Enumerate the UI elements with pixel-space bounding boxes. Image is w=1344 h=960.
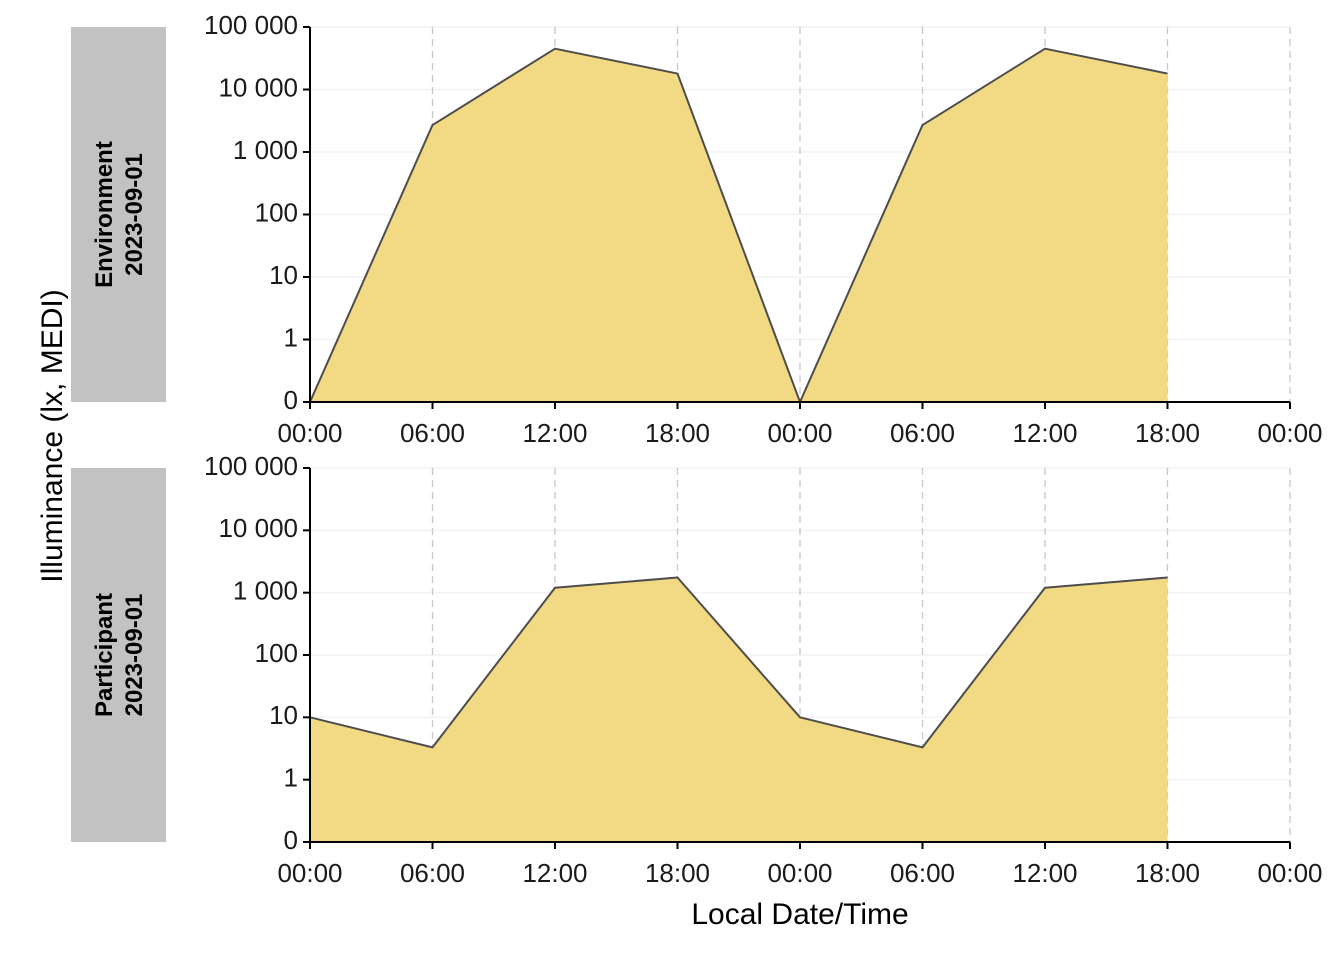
- x-tick-label: 06:00: [400, 418, 465, 448]
- y-tick-label: 0: [284, 385, 298, 415]
- y-tick-label: 10: [269, 700, 298, 730]
- y-tick-label: 1: [284, 763, 298, 793]
- strip-label-date: 2023-09-01: [121, 153, 148, 276]
- y-tick-label: 100: [255, 197, 298, 227]
- y-tick-label: 1 000: [233, 135, 298, 165]
- strip-label-group: Participant: [91, 593, 118, 717]
- x-tick-label: 12:00: [1012, 858, 1077, 888]
- series-line: [309, 576, 1168, 749]
- strip-background: [71, 27, 166, 402]
- y-tick-label: 1: [284, 322, 298, 352]
- x-tick-label: 00:00: [277, 418, 342, 448]
- y-tick-label: 0: [284, 825, 298, 855]
- strip-label-group: Environment: [91, 141, 118, 288]
- x-tick-label: 00:00: [1257, 418, 1322, 448]
- x-tick-label: 06:00: [400, 858, 465, 888]
- panel-2: Participant 2023-09-01 0 1 10 100 1 000 10 000 1…: [71, 451, 1323, 888]
- x-tick-label: 12:00: [522, 858, 587, 888]
- x-tick-label: 00:00: [767, 418, 832, 448]
- y-tick-label: 10 000: [218, 72, 298, 102]
- x-tick-label: 06:00: [890, 858, 955, 888]
- y-tick-label: 10: [269, 260, 298, 290]
- panel-1: Environment 2023-09-01 0 1 10 100 1 000 10 000 1…: [71, 10, 1323, 448]
- y-axis-title: Illuminance (lx, MEDI): [36, 289, 69, 582]
- strip-label-date: 2023-09-01: [121, 594, 148, 717]
- y-tick-label: 1 000: [233, 576, 298, 606]
- y-tick-label: 10 000: [218, 513, 298, 543]
- x-tick-label: 18:00: [1135, 858, 1200, 888]
- x-tick-label: 00:00: [1257, 858, 1322, 888]
- x-tick-label: 00:00: [767, 858, 832, 888]
- x-tick-label: 18:00: [645, 858, 710, 888]
- strip-background: [71, 468, 166, 842]
- x-tick-label: 00:00: [277, 858, 342, 888]
- area-fill: [310, 48, 1168, 402]
- y-tick-label: 100 000: [204, 10, 298, 40]
- area-fill: [310, 577, 1168, 842]
- x-tick-label: 06:00: [890, 418, 955, 448]
- x-tick-label: 12:00: [1012, 418, 1077, 448]
- y-tick-label: 100: [255, 638, 298, 668]
- x-tick-label: 18:00: [645, 418, 710, 448]
- series-line: [309, 47, 1168, 403]
- x-tick-label: 12:00: [522, 418, 587, 448]
- x-axis-title: Local Date/Time: [691, 898, 908, 931]
- y-tick-label: 100 000: [204, 451, 298, 481]
- x-tick-label: 18:00: [1135, 418, 1200, 448]
